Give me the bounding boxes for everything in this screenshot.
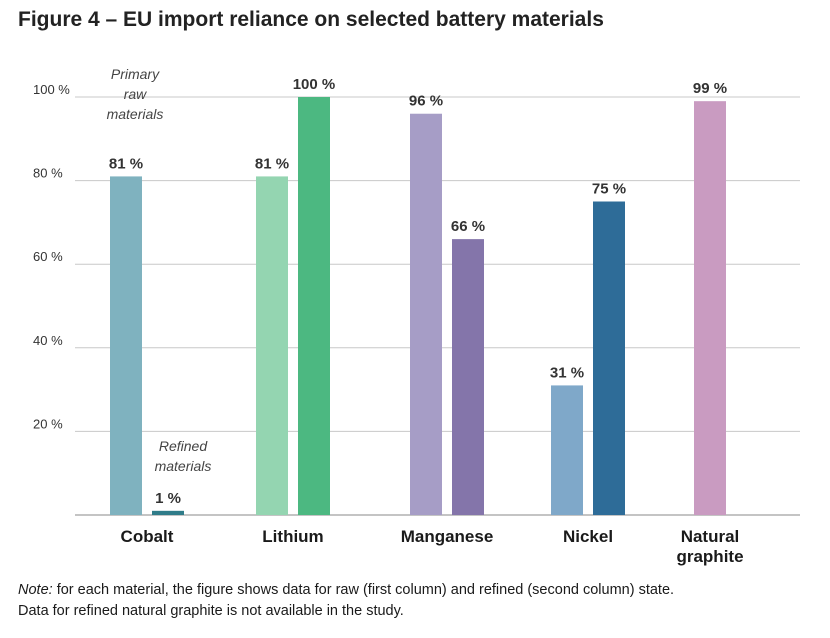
annotation-primary-raw-materials: materials xyxy=(107,106,164,122)
bar-manganese-raw xyxy=(410,113,442,515)
data-label-manganese-refined: 66 % xyxy=(451,218,485,235)
data-label-lithium-refined: 100 % xyxy=(293,76,336,93)
data-label-cobalt-refined: 1 % xyxy=(155,490,181,507)
y-tick-label-40: 40 % xyxy=(33,333,63,348)
data-label-cobalt-raw: 81 % xyxy=(109,155,143,172)
category-label-natural-graphite: graphite xyxy=(676,547,743,566)
data-label-nickel-refined: 75 % xyxy=(592,181,626,198)
annotation-primary-raw-materials: Primary xyxy=(111,66,160,82)
note-line-2: Data for refined natural graphite is not… xyxy=(18,603,404,619)
bar-lithium-refined xyxy=(298,97,330,515)
category-label-lithium: Lithium xyxy=(262,527,323,546)
annotation-refined-materials: materials xyxy=(155,458,212,474)
y-tick-label-80: 80 % xyxy=(33,166,63,181)
figure-note: Note: for each material, the figure show… xyxy=(18,580,818,622)
bar-nickel-refined xyxy=(593,201,625,515)
figure-title: Figure 4 – EU import reliance on selecte… xyxy=(18,8,604,31)
annotation-refined-materials: Refined xyxy=(159,438,208,454)
category-label-cobalt: Cobalt xyxy=(121,527,174,546)
note-line-1: for each material, the figure shows data… xyxy=(56,582,675,598)
category-label-nickel: Nickel xyxy=(563,527,613,546)
bar-natural-graphite-raw xyxy=(694,101,726,516)
y-tick-label-60: 60 % xyxy=(33,249,63,264)
y-tick-label-20: 20 % xyxy=(33,416,63,431)
bar-nickel-raw xyxy=(551,385,583,515)
category-label-natural-graphite: Natural xyxy=(681,527,740,546)
note-label: Note: xyxy=(18,582,53,598)
annotation-primary-raw-materials: raw xyxy=(124,86,147,102)
bar-lithium-raw xyxy=(256,176,288,516)
bar-cobalt-refined xyxy=(152,510,184,515)
bar-manganese-refined xyxy=(452,239,484,515)
data-label-lithium-raw: 81 % xyxy=(255,155,289,172)
data-label-natural-graphite-raw: 99 % xyxy=(693,80,727,97)
bar-cobalt-raw xyxy=(110,176,142,516)
data-label-manganese-raw: 96 % xyxy=(409,93,443,110)
y-tick-label-100: 100 % xyxy=(33,82,70,97)
data-label-nickel-raw: 31 % xyxy=(550,364,584,381)
category-label-manganese: Manganese xyxy=(401,527,494,546)
bar-chart: 100 % 80 % 60 % 40 % 20 % 81 % 1 % Cobalt 81 % 10… xyxy=(33,66,800,566)
